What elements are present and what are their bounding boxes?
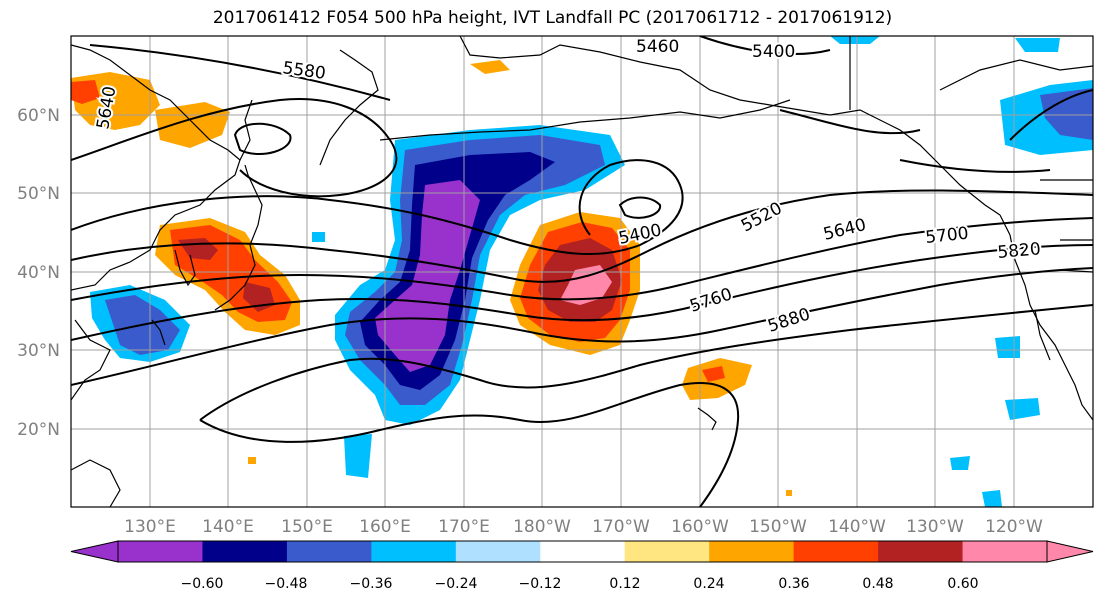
lon-label: 160°E	[359, 517, 411, 537]
lon-label: 130°W	[906, 517, 964, 537]
coastlines	[71, 36, 1093, 507]
map-frame	[70, 35, 1094, 508]
colorbar-tick-labels: −0.60 −0.48 −0.36 −0.24 −0.12 0.12 0.24 …	[181, 576, 979, 592]
colorbar-tick-label: 0.36	[778, 576, 809, 592]
colorbar-swatch	[371, 541, 457, 562]
lat-label: 40°N	[17, 263, 60, 283]
contour-label: 5820	[997, 239, 1042, 263]
colorbar-tick-label: −0.48	[265, 576, 308, 592]
colorbar-swatch	[286, 541, 372, 562]
latitude-labels: 60°N 50°N 40°N 30°N 20°N	[17, 106, 60, 440]
colorbar-tick-label: −0.12	[519, 576, 562, 592]
colorbar-tick-label: 0.48	[862, 576, 893, 592]
colorbar-tick-label: 0.12	[609, 576, 640, 592]
lon-label: 150°E	[281, 517, 333, 537]
lat-label: 30°N	[17, 341, 60, 361]
colorbar-tick-label: 0.24	[693, 576, 724, 592]
lon-label: 140°E	[202, 517, 254, 537]
figure-title: 2017061412 F054 500 hPa height, IVT Land…	[212, 8, 893, 28]
colorbar-tick-label: 0.60	[947, 576, 978, 592]
longitude-labels: 130°E 140°E 150°E 160°E 170°E 180°W 170°…	[124, 517, 1043, 537]
contour-label: 5400	[752, 42, 795, 62]
colorbar-tick-label: −0.36	[350, 576, 393, 592]
colorbar-tick-label: −0.60	[181, 576, 224, 592]
lat-label: 50°N	[17, 184, 60, 204]
colorbar-swatch	[962, 541, 1048, 562]
lon-label: 120°W	[985, 517, 1043, 537]
lon-label: 170°W	[592, 517, 650, 537]
colorbar	[70, 540, 1094, 563]
colorbar-swatch	[202, 541, 288, 562]
colorbar-swatch	[624, 541, 710, 562]
lon-label: 130°E	[124, 517, 176, 537]
colorbar-swatch	[455, 541, 541, 562]
contour-label: 5460	[636, 37, 679, 57]
lon-label: 160°W	[671, 517, 729, 537]
colorbar-extend-low	[70, 540, 119, 563]
colorbar-swatch	[540, 541, 626, 562]
colorbar-swatch	[709, 541, 795, 562]
colorbar-swatch	[118, 541, 203, 562]
lat-label: 60°N	[17, 106, 60, 126]
lon-label: 170°E	[438, 517, 490, 537]
lat-label: 20°N	[17, 420, 60, 440]
colorbar-swatch	[878, 541, 964, 562]
colorbar-swatch	[793, 541, 879, 562]
colorbar-frame	[117, 540, 1048, 563]
colorbar-tick-label: −0.24	[435, 576, 478, 592]
colorbar-extend-high	[1046, 540, 1094, 563]
lon-label: 180°W	[513, 517, 571, 537]
lon-label: 140°W	[828, 517, 886, 537]
lon-label: 150°W	[749, 517, 807, 537]
height-contours	[71, 36, 1093, 507]
